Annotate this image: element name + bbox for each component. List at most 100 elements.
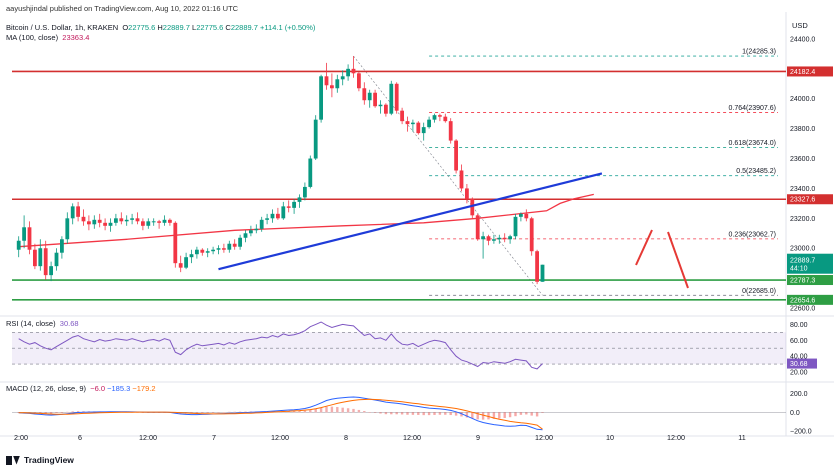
macd-histogram-bar xyxy=(195,412,199,414)
macd-histogram-bar xyxy=(400,412,404,415)
projection-arrow-up xyxy=(635,229,653,266)
candle-body xyxy=(97,219,102,223)
candle-body xyxy=(297,197,302,202)
macd-histogram-bar xyxy=(438,412,442,415)
macd-histogram-bar xyxy=(503,412,506,418)
trend-line xyxy=(218,172,603,271)
candle-body xyxy=(184,257,188,268)
macd-histogram-bar xyxy=(82,411,85,413)
level-tag-label: 23327.6 xyxy=(790,197,815,204)
ma-legend: MA (100, close) 23363.4 xyxy=(6,33,89,42)
macd-histogram-bar xyxy=(471,412,474,419)
macd-histogram-bar xyxy=(363,410,366,413)
candle-body xyxy=(330,85,334,89)
macd-histogram-bar xyxy=(238,411,242,413)
macd-histogram-bar xyxy=(395,412,398,415)
candle-body xyxy=(324,76,329,86)
macd-histogram-bar xyxy=(292,411,296,413)
macd-histogram-bar xyxy=(519,412,523,415)
candle-body xyxy=(281,206,286,219)
candle-body xyxy=(157,221,161,223)
fib-level-label: 0(22685.0) xyxy=(742,288,776,295)
price-tick-label: 23000.0 xyxy=(790,246,815,253)
candle-body xyxy=(529,218,534,252)
macd-tick-label: −200.0 xyxy=(790,429,812,436)
macd-histogram-bar xyxy=(141,412,145,413)
close-value: 22889.7 xyxy=(230,23,258,32)
candle-body xyxy=(438,115,442,117)
macd-histogram-bar xyxy=(228,411,231,413)
candle-body xyxy=(319,76,323,120)
macd-histogram-bar xyxy=(406,412,409,415)
rsi-tag-label: 30.68 xyxy=(790,361,808,368)
footer[interactable]: TradingView xyxy=(6,455,74,465)
candle-body xyxy=(92,219,97,225)
candle-body xyxy=(195,249,199,255)
macd-histogram-bar xyxy=(535,412,539,417)
symbol-legend: Bitcoin / U.S. Dollar, 1h, KRAKEN O22775… xyxy=(6,23,315,32)
price-tick-label: 23800.0 xyxy=(790,126,815,133)
macd-histogram-bar xyxy=(508,412,512,418)
macd-histogram-bar xyxy=(417,412,420,415)
macd-histogram-bar xyxy=(76,411,80,413)
price-tag xyxy=(787,253,833,274)
level-tag-label: 24182.4 xyxy=(790,69,815,76)
price-tick-label: 24400.0 xyxy=(790,36,815,43)
time-tick-label: 12:00 xyxy=(271,433,289,442)
macd-histogram-bar xyxy=(487,412,490,420)
candle-body xyxy=(427,119,431,128)
candle-body xyxy=(303,186,307,198)
candle-body xyxy=(276,213,280,219)
macd-histogram-bar xyxy=(309,409,312,413)
macd-histogram-bar xyxy=(357,409,361,413)
candle-body xyxy=(238,237,242,247)
candle-body xyxy=(173,222,178,264)
candle-body xyxy=(448,121,453,141)
macd-histogram-bar xyxy=(17,412,20,413)
macd-histogram-bar xyxy=(411,412,415,415)
candle-body xyxy=(286,206,291,208)
candle-body xyxy=(130,218,134,220)
candle-body xyxy=(405,121,410,125)
time-tick-label: 12:00 xyxy=(535,433,553,442)
candle-body xyxy=(141,221,145,226)
macd-value-3: −179.2 xyxy=(132,384,156,393)
symbol-name: Bitcoin / U.S. Dollar, 1h, KRAKEN xyxy=(6,23,119,32)
price-tick-label: 23200.0 xyxy=(790,216,815,223)
candle-body xyxy=(508,236,512,240)
candle-body xyxy=(492,239,496,241)
candle-body xyxy=(394,83,399,111)
level-tag-label: 22654.6 xyxy=(790,297,815,304)
candle-body xyxy=(87,221,91,225)
candle-body xyxy=(481,236,485,240)
macd-histogram-bar xyxy=(303,410,307,413)
fib-level-label: 0.764(23907.6) xyxy=(729,105,776,112)
macd-line xyxy=(18,396,543,431)
macd-value-1: −6.0 xyxy=(90,384,106,393)
macd-histogram-bar xyxy=(498,412,501,419)
macd-histogram-bar xyxy=(476,412,479,420)
candle-body xyxy=(124,219,129,222)
candle-body xyxy=(411,122,415,125)
candle-body xyxy=(443,116,448,122)
macd-histogram-bar xyxy=(341,407,344,413)
footer-brand: TradingView xyxy=(24,455,74,465)
time-tick-label: 8 xyxy=(344,433,348,442)
candle-body xyxy=(367,92,372,101)
close-label: C xyxy=(225,23,231,32)
low-label: L xyxy=(192,23,197,32)
high-label: H xyxy=(157,23,163,32)
candle-body xyxy=(535,251,539,282)
currency-label: USD xyxy=(792,21,808,30)
macd-histogram-bar xyxy=(66,411,69,413)
macd-histogram-bar xyxy=(373,412,377,413)
macd-histogram-bar xyxy=(465,412,469,418)
level-tag-label: 22787.3 xyxy=(790,278,815,285)
rsi-tag xyxy=(787,358,817,369)
candle-body xyxy=(373,92,377,107)
fib-level-label: 0.5(23485.2) xyxy=(736,168,776,175)
candle-body xyxy=(513,216,518,237)
candle-body xyxy=(114,218,118,223)
macd-tick-label: 0.0 xyxy=(790,410,800,417)
macd-histogram-bar xyxy=(525,412,528,415)
